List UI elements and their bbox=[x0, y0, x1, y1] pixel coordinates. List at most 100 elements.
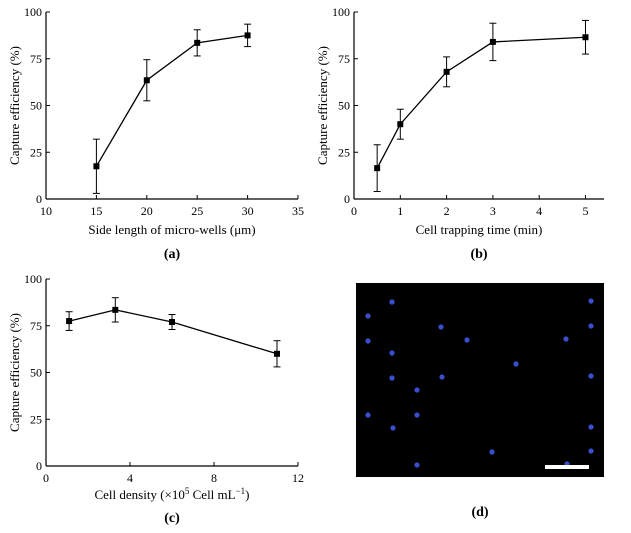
cell-dot bbox=[513, 361, 519, 367]
x-tick-label: 0 bbox=[351, 204, 357, 218]
cell-dot bbox=[588, 323, 594, 329]
y-tick-label: 50 bbox=[338, 99, 350, 113]
x-axis-label-part: Cell density (×10 bbox=[94, 487, 184, 502]
x-tick-label: 35 bbox=[292, 204, 304, 218]
y-tick-label: 25 bbox=[30, 145, 42, 159]
data-point bbox=[66, 318, 73, 325]
image-panel-d: (d) bbox=[356, 283, 604, 520]
x-tick-label: 0 bbox=[43, 471, 49, 485]
x-tick-label: 4 bbox=[536, 204, 542, 218]
cell-dot bbox=[365, 313, 371, 319]
series-group bbox=[373, 19, 589, 193]
y-tick-label: 75 bbox=[338, 52, 350, 66]
chart-panel-a: 10 15 20 25 30 35 0 25 50 75 100 Side length of mi… bbox=[7, 5, 304, 262]
y-tick-label: 75 bbox=[30, 52, 42, 66]
cell-dot bbox=[365, 412, 371, 418]
series-group bbox=[65, 297, 281, 368]
y-tick-label: 75 bbox=[30, 319, 42, 333]
axes bbox=[45, 279, 298, 467]
cell-dot bbox=[438, 324, 444, 330]
cell-dot bbox=[389, 375, 395, 381]
cell-dot bbox=[414, 387, 420, 393]
data-point bbox=[374, 165, 381, 172]
x-tick-label: 1 bbox=[397, 204, 403, 218]
x-tick-label: 10 bbox=[40, 204, 52, 218]
y-tick-label: 0 bbox=[36, 459, 42, 473]
panel-caption: (b) bbox=[470, 247, 487, 262]
cell-dot bbox=[588, 424, 594, 430]
data-point bbox=[93, 163, 100, 170]
cell-dot bbox=[464, 337, 470, 343]
panel-caption: (d) bbox=[471, 505, 488, 520]
y-tick-label: 0 bbox=[36, 192, 42, 206]
data-point bbox=[143, 77, 150, 84]
data-point bbox=[443, 68, 450, 75]
tick-group: 10 15 20 25 30 35 0 25 50 75 100 bbox=[24, 5, 304, 218]
cell-dot bbox=[588, 373, 594, 379]
axes bbox=[45, 12, 298, 200]
x-tick-label: 12 bbox=[292, 471, 304, 485]
x-tick-label: 8 bbox=[211, 471, 217, 485]
series-line bbox=[376, 36, 586, 169]
scale-bar bbox=[545, 465, 589, 469]
y-tick-label: 25 bbox=[338, 145, 350, 159]
panel-caption: (c) bbox=[164, 511, 180, 526]
data-point bbox=[112, 306, 119, 313]
cell-dot bbox=[439, 374, 445, 380]
x-axis-label-part: Cell mL bbox=[189, 487, 235, 502]
x-tick-label: 20 bbox=[141, 204, 153, 218]
series-line bbox=[68, 309, 278, 355]
x-tick-label: 2 bbox=[444, 204, 450, 218]
y-tick-label: 50 bbox=[30, 366, 42, 380]
data-point bbox=[169, 319, 175, 326]
y-axis-label: Capture efficiency (%) bbox=[7, 313, 22, 432]
x-tick-label: 25 bbox=[191, 204, 203, 218]
y-axis-label: Capture efficiency (%) bbox=[315, 46, 330, 165]
y-tick-label: 100 bbox=[24, 5, 42, 19]
y-tick-label: 100 bbox=[24, 272, 42, 286]
y-axis-label: Capture efficiency (%) bbox=[7, 46, 22, 165]
micrograph bbox=[356, 283, 604, 477]
cell-dots bbox=[365, 298, 594, 468]
axes bbox=[353, 12, 604, 200]
x-axis-label-superscript: 5 bbox=[185, 486, 190, 496]
data-point bbox=[489, 38, 496, 45]
cell-dot bbox=[588, 448, 594, 454]
cell-dot bbox=[390, 425, 396, 431]
y-tick-label: 100 bbox=[332, 5, 350, 19]
cell-dot bbox=[414, 412, 420, 418]
x-tick-label: 30 bbox=[242, 204, 254, 218]
cell-dot bbox=[389, 350, 395, 356]
y-tick-label: 25 bbox=[30, 412, 42, 426]
data-point bbox=[244, 32, 251, 39]
series-line bbox=[95, 34, 248, 167]
data-point bbox=[274, 350, 280, 357]
chart-panel-c: 0 4 8 12 0 25 50 75 100 Cell density (×105 Cell … bbox=[7, 272, 304, 526]
cell-dot bbox=[563, 336, 569, 342]
y-tick-label: 0 bbox=[344, 192, 350, 206]
x-axis-label-superscript: −1 bbox=[236, 486, 246, 496]
data-point bbox=[194, 39, 201, 46]
tick-group: 0 4 8 12 0 25 50 75 100 bbox=[24, 272, 304, 485]
x-tick-label: 4 bbox=[127, 471, 133, 485]
data-point bbox=[582, 34, 589, 41]
panel-caption: (a) bbox=[164, 247, 181, 262]
cell-dot bbox=[489, 449, 495, 455]
x-tick-label: 3 bbox=[490, 204, 496, 218]
x-axis-label: Cell trapping time (min) bbox=[416, 222, 543, 237]
x-tick-label: 15 bbox=[90, 204, 102, 218]
y-tick-label: 50 bbox=[30, 99, 42, 113]
x-tick-label: 5 bbox=[582, 204, 588, 218]
cell-dot bbox=[365, 338, 371, 344]
x-axis-label: Side length of micro-wells (μm) bbox=[88, 222, 255, 237]
data-point bbox=[397, 121, 404, 128]
series-group bbox=[92, 23, 252, 194]
cell-dot bbox=[414, 462, 420, 468]
cell-dot bbox=[588, 298, 594, 304]
x-axis-label: Cell density (×105 Cell mL−1) bbox=[94, 486, 249, 502]
cell-dot bbox=[389, 299, 395, 305]
x-axis-label-part: ) bbox=[245, 487, 249, 502]
